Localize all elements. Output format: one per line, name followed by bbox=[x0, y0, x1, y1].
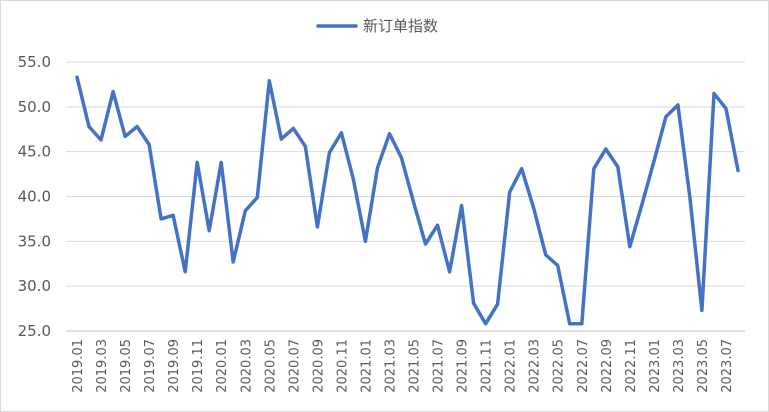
x-tick-label: 2021.03 bbox=[383, 339, 398, 393]
y-tick-label: 25.0 bbox=[18, 322, 51, 340]
x-tick-label: 2020.01 bbox=[215, 339, 230, 393]
y-tick-label: 45.0 bbox=[18, 143, 51, 161]
legend-label-new-orders: 新订单指数 bbox=[363, 17, 438, 35]
x-tick-label: 2022.11 bbox=[624, 339, 639, 393]
x-tick-label: 2022.01 bbox=[504, 339, 519, 393]
x-tick-label: 2021.05 bbox=[408, 339, 423, 393]
x-tick-label: 2023.05 bbox=[696, 339, 711, 393]
x-tick-label: 2022.03 bbox=[528, 339, 543, 393]
y-axis: 25.0 30.0 35.0 40.0 45.0 50.0 55.0 bbox=[18, 53, 51, 340]
x-tick-label: 2022.07 bbox=[576, 339, 591, 393]
x-tick-label: 2022.05 bbox=[552, 339, 567, 393]
x-tick-label: 2021.09 bbox=[456, 339, 471, 393]
series-line-0 bbox=[75, 75, 740, 326]
y-tick-label: 35.0 bbox=[18, 232, 51, 250]
x-tick-label: 2021.11 bbox=[480, 339, 495, 393]
x-tick-label: 2021.07 bbox=[432, 339, 447, 393]
x-tick-label: 2019.03 bbox=[95, 339, 110, 393]
x-tick-label: 2020.03 bbox=[239, 339, 254, 393]
x-tick-label: 2023.07 bbox=[720, 339, 735, 393]
x-tick-label: 2019.01 bbox=[71, 339, 86, 393]
x-tick-label: 2020.07 bbox=[287, 339, 302, 393]
x-tick-label: 2020.05 bbox=[263, 339, 278, 393]
x-tick-label: 2023.03 bbox=[672, 339, 687, 393]
x-tick-label: 2021.01 bbox=[359, 339, 374, 393]
x-tick-label: 2020.11 bbox=[335, 339, 350, 393]
y-tick-label: 50.0 bbox=[18, 98, 51, 116]
x-tick-label: 2019.07 bbox=[143, 339, 158, 393]
y-tick-label: 55.0 bbox=[18, 53, 51, 71]
x-tick-label: 2020.09 bbox=[311, 339, 326, 393]
y-tick-label: 30.0 bbox=[18, 277, 51, 295]
x-axis: 2019.01 2019.03 2019.05 2019.07 2019.09 2019.… bbox=[66, 330, 745, 393]
legend: 新订单指数 bbox=[316, 17, 438, 35]
series-layer bbox=[75, 75, 740, 326]
x-tick-label: 2023.01 bbox=[648, 339, 663, 393]
x-tick-label: 2019.05 bbox=[119, 339, 134, 393]
x-tick-label: 2019.11 bbox=[191, 339, 206, 393]
x-tick-label: 2022.09 bbox=[600, 339, 615, 393]
x-tick-label: 2019.09 bbox=[167, 339, 182, 393]
y-tick-label: 40.0 bbox=[18, 188, 51, 206]
